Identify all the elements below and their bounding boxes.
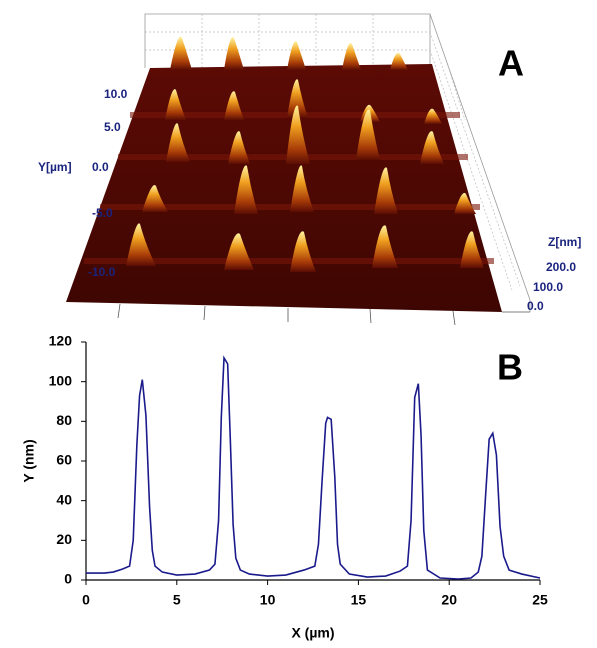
y-axis-label: Y (nm) (21, 439, 37, 482)
x-tick-label: 0 (82, 592, 90, 608)
x-tick-label: 5 (173, 592, 181, 608)
y-tick-label: -5.0 (92, 206, 113, 220)
panel-a: A Y[µm] 10.0 5.0 0.0 -5.0 -10.0 Z[nm] 20… (38, 14, 581, 325)
y-tick-label: 80 (56, 412, 72, 428)
y-tick-label: 40 (56, 491, 72, 507)
x-tick-label: 20 (441, 592, 457, 608)
x-tick-label: 25 (532, 592, 548, 608)
data-line (86, 358, 540, 579)
y-tick-label: 0.0 (92, 160, 109, 174)
y-tick-label: 5.0 (104, 120, 121, 134)
y-tick-label: 0 (64, 571, 72, 587)
panel-label: A (498, 43, 524, 84)
y-axis-label: Y[µm] (38, 160, 72, 174)
figure: A Y[µm] 10.0 5.0 0.0 -5.0 -10.0 Z[nm] 20… (0, 0, 597, 648)
x-axis-label: X (µm) (291, 625, 334, 641)
z-tick-label: 200.0 (546, 260, 576, 274)
surface (66, 64, 502, 312)
panel-b: B X (µm) Y (nm) 0 20 40 60 80 100 120 0 5 10 15 20 2… (21, 333, 548, 641)
panel-label: B (497, 347, 523, 388)
y-tick-label: 120 (49, 333, 73, 349)
x-tick-label: 10 (260, 592, 276, 608)
y-tick-label: 20 (56, 531, 72, 547)
z-tick-label: 0.0 (527, 299, 544, 313)
y-tick-label: 10.0 (104, 87, 128, 101)
y-tick-label: -10.0 (88, 265, 116, 279)
z-axis-label: Z[nm] (548, 235, 581, 249)
y-tick-label: 100 (49, 372, 73, 388)
y-tick-label: 60 (56, 452, 72, 468)
x-tick-label: 15 (351, 592, 367, 608)
z-tick-label: 100.0 (533, 280, 563, 294)
